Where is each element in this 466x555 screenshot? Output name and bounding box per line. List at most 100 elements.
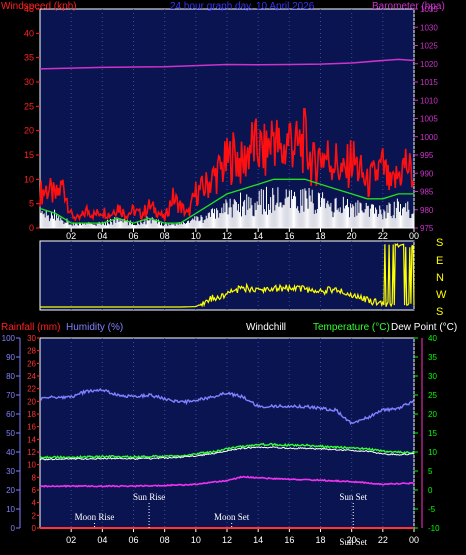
- bottom-x-tick-label: 00: [409, 535, 419, 545]
- bottom-x-tick-label: 12: [222, 535, 232, 545]
- temperature-tick-label: 15: [428, 429, 437, 438]
- rainfall-tick-label: 28: [27, 347, 36, 356]
- temperature-tick-label: 10: [428, 448, 437, 457]
- humidity-tick-label: 0: [11, 524, 16, 533]
- bottom-x-tick-label: 02: [66, 535, 76, 545]
- barometer-tick-label: 1010: [420, 96, 438, 105]
- chart-title: 24 hour graph day, 10 April 2026: [170, 1, 315, 12]
- direction-series: [40, 242, 415, 308]
- top-grid: [36, 8, 418, 232]
- top-series: [39, 58, 415, 228]
- humidity-tick-label: 50: [6, 429, 15, 438]
- top-x-tick-label: 06: [128, 231, 138, 241]
- event-label: Sun Set: [339, 537, 367, 547]
- rainfall-tick-label: 2: [32, 511, 37, 520]
- bottom-series: [39, 387, 415, 529]
- humidity-tick-label: 70: [6, 391, 15, 400]
- bottom-x-tick-label: 16: [284, 535, 294, 545]
- temperature-tick-label: 40: [428, 334, 437, 343]
- event-label: Moon Rise: [75, 512, 115, 522]
- compass-n: N: [436, 272, 444, 284]
- humidity-tick-label: 30: [6, 467, 15, 476]
- humidity-tick-label: 10: [6, 505, 15, 514]
- compass-w: W: [436, 289, 447, 301]
- temperature-tick-label: 20: [428, 410, 437, 419]
- windspeed-tick-label: 10: [24, 174, 34, 184]
- rainfall-tick-label: 18: [27, 410, 36, 419]
- barometer-tick-label: 1000: [420, 133, 438, 142]
- windspeed-tick-label: 0: [29, 223, 34, 233]
- temperature-axis-title: Temperature (°C): [313, 322, 390, 333]
- humidity-tick-label: 100: [2, 334, 16, 343]
- barometer-tick-label: 1005: [420, 115, 438, 124]
- windgust-line: [39, 108, 415, 222]
- bottom-x-tick-label: 20: [347, 535, 357, 545]
- bottom-x-tick-label: 08: [160, 535, 170, 545]
- top-x-tick-label: 22: [378, 231, 388, 241]
- rainfall-axis-title: Rainfall (mm): [1, 322, 60, 333]
- event-label: Sun Rise: [133, 492, 165, 502]
- humidity-tick-label: 60: [6, 410, 15, 419]
- compass-s-bottom: S: [436, 306, 443, 318]
- barometer-tick-label: 980: [420, 206, 434, 215]
- rainfall-tick-label: 30: [27, 334, 36, 343]
- rainfall-tick-label: 6: [32, 486, 37, 495]
- rainfall-tick-label: 12: [27, 448, 36, 457]
- barometer-tick-label: 1035: [420, 5, 438, 14]
- top-x-tick-label: 18: [315, 231, 325, 241]
- windchill-legend: Windchill: [246, 322, 286, 333]
- rainfall-tick-label: 0: [32, 524, 37, 533]
- windspeed-axis-title: Windspeed (kph): [1, 1, 77, 12]
- barometer-axis-title: Barometer (hpa): [372, 1, 445, 12]
- compass-s-top: S: [436, 237, 443, 249]
- temperature-tick-label: 25: [428, 391, 437, 400]
- temperature-tick-label: -10: [428, 524, 440, 533]
- rainfall-tick-label: 10: [27, 461, 36, 470]
- temperature-tick-label: 35: [428, 353, 437, 362]
- windchill-line: [39, 475, 415, 488]
- bottom-x-tick-label: 06: [128, 535, 138, 545]
- barometer-tick-label: 995: [420, 151, 434, 160]
- humidity-line: [39, 387, 415, 426]
- bottom-x-tick-label: 14: [253, 535, 263, 545]
- rainfall-tick-label: 14: [27, 435, 36, 444]
- rainfall-tick-label: 20: [27, 397, 36, 406]
- bottom-x-tick-label: 18: [315, 535, 325, 545]
- barometer-tick-label: 1025: [420, 42, 438, 51]
- event-label: Moon Set: [214, 512, 250, 522]
- temperature-tick-label: 30: [428, 372, 437, 381]
- temperature-line: [39, 442, 415, 460]
- bottom-x-tick-label: 10: [191, 535, 201, 545]
- top-x-tick-label: 02: [66, 231, 76, 241]
- rainfall-tick-label: 26: [27, 359, 36, 368]
- humidity-tick-label: 20: [6, 486, 15, 495]
- top-x-tick-label: 10: [191, 231, 201, 241]
- top-x-tick-label: 12: [222, 231, 232, 241]
- rainfall-tick-label: 24: [27, 372, 36, 381]
- humidity-tick-label: 80: [6, 372, 15, 381]
- event-label: Sun Set: [339, 492, 367, 502]
- axis-labels: 02 04 06 08 10 12 14 16 18 20 22 000510152025303540…: [2, 4, 440, 545]
- windavg-line: [39, 178, 414, 224]
- rainfall-tick-label: 4: [32, 499, 37, 508]
- barometer-tick-label: 990: [420, 169, 434, 178]
- astronomy-events: Moon Rise Sun Rise Moon Set Sun Set Sun Set: [75, 492, 368, 547]
- barometer-tick-label: 1020: [420, 60, 438, 69]
- direction-line: [40, 242, 415, 308]
- top-x-tick-label: 20: [347, 231, 357, 241]
- top-x-tick-label: 16: [284, 231, 294, 241]
- windspeed-tick-label: 40: [24, 28, 34, 38]
- windspeed-tick-label: 35: [24, 53, 34, 63]
- rainfall-tick-label: 16: [27, 423, 36, 432]
- top-x-tick-label: 04: [97, 231, 107, 241]
- barometer-tick-label: 985: [420, 188, 434, 197]
- windspeed-tick-label: 5: [29, 199, 34, 209]
- windspeed-tick-label: 15: [24, 150, 34, 160]
- top-x-tick-label: 14: [253, 231, 263, 241]
- windspeed-tick-label: 45: [24, 4, 34, 14]
- rainfall-tick-label: 8: [32, 473, 37, 482]
- windspeed-tick-label: 25: [24, 101, 34, 111]
- bottom-x-tick-label: 22: [378, 535, 388, 545]
